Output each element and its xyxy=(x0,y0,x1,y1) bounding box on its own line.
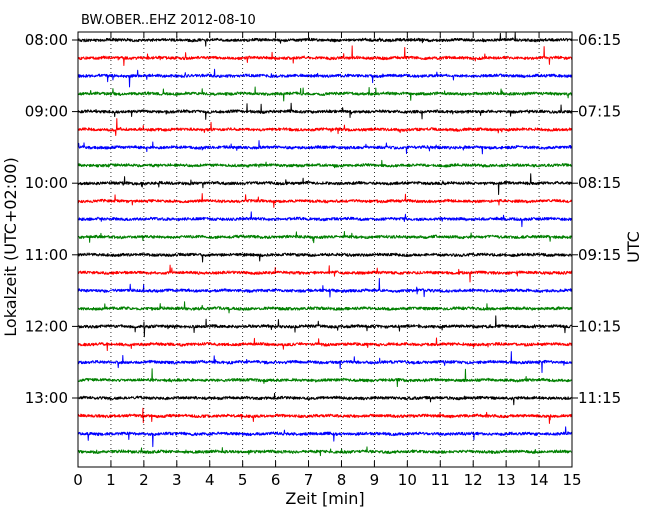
x-tick-label: 11 xyxy=(431,471,450,489)
x-tick-label: 10 xyxy=(398,471,417,489)
trace-line-8 xyxy=(77,159,573,169)
x-axis: 0 1 2 3 4 5 6 7 8 9 10 11 12 13 14 15 xyxy=(73,32,582,489)
left-y-tick-label: 11:00 xyxy=(25,246,68,264)
x-tick-label: 5 xyxy=(238,471,248,489)
trace-line-7 xyxy=(77,140,573,155)
trace-line-22 xyxy=(77,407,573,424)
chart-title: BW.OBER..EHZ 2012-08-10 xyxy=(81,13,256,28)
trace-line-1 xyxy=(77,32,573,47)
left-y-tick-label: 12:00 xyxy=(25,317,68,335)
x-axis-label: Zeit [min] xyxy=(285,489,364,508)
trace-line-4 xyxy=(77,86,573,102)
x-tick-label: 12 xyxy=(464,471,483,489)
x-tick-label: 14 xyxy=(530,471,549,489)
trace-line-21 xyxy=(77,392,573,406)
plot-frame xyxy=(77,31,573,468)
x-tick-label: 7 xyxy=(304,471,314,489)
trace-line-6 xyxy=(77,118,573,136)
x-tick-label: 6 xyxy=(271,471,281,489)
trace-line-5 xyxy=(77,102,573,120)
x-tick-label: 0 xyxy=(73,471,83,489)
right-y-tick-label: 10:15 xyxy=(578,317,621,335)
trace-line-10 xyxy=(77,193,573,208)
left-y-tick-label: 09:00 xyxy=(25,103,68,121)
left-y-tick-label: 10:00 xyxy=(25,174,68,192)
x-tick-label: 8 xyxy=(337,471,347,489)
x-tick-label: 4 xyxy=(205,471,215,489)
x-tick-label: 13 xyxy=(497,471,516,489)
trace-line-15 xyxy=(77,278,573,298)
x-tick-label: 1 xyxy=(106,471,116,489)
x-tick-label: 2 xyxy=(139,471,149,489)
trace-line-3 xyxy=(77,68,573,88)
trace-line-16 xyxy=(77,301,573,314)
trace-line-18 xyxy=(77,337,573,352)
grid-group xyxy=(110,32,540,467)
trace-line-20 xyxy=(77,368,573,388)
trace-line-23 xyxy=(77,426,573,448)
left-y-tick-label: 13:00 xyxy=(25,389,68,407)
trace-line-17 xyxy=(77,315,573,338)
right-y-tick-label: 09:15 xyxy=(578,246,621,264)
trace-line-12 xyxy=(77,231,573,244)
trace-line-24 xyxy=(77,446,573,457)
trace-group xyxy=(77,32,573,457)
x-tick-label: 15 xyxy=(562,471,581,489)
right-y-tick-label: 07:15 xyxy=(578,103,621,121)
right-y-axis-label: UTC xyxy=(624,231,643,263)
trace-line-19 xyxy=(77,351,573,373)
left-y-axis: 08:00 09:00 10:00 11:00 12:00 13:00 xyxy=(25,31,78,407)
x-tick-label: 9 xyxy=(370,471,380,489)
right-y-tick-label: 06:15 xyxy=(578,31,621,49)
left-y-tick-label: 08:00 xyxy=(25,31,68,49)
right-y-axis: 06:15 07:15 08:15 09:15 10:15 11:15 xyxy=(572,31,621,407)
trace-line-13 xyxy=(77,252,573,263)
right-y-tick-label: 08:15 xyxy=(578,174,621,192)
trace-line-2 xyxy=(77,45,573,66)
right-y-tick-label: 11:15 xyxy=(578,389,621,407)
trace-line-14 xyxy=(77,264,573,283)
left-y-axis-label: Lokalzeit (UTC+02:00) xyxy=(1,157,20,336)
trace-line-9 xyxy=(77,173,573,195)
x-tick-label: 3 xyxy=(172,471,182,489)
trace-line-11 xyxy=(77,211,573,228)
